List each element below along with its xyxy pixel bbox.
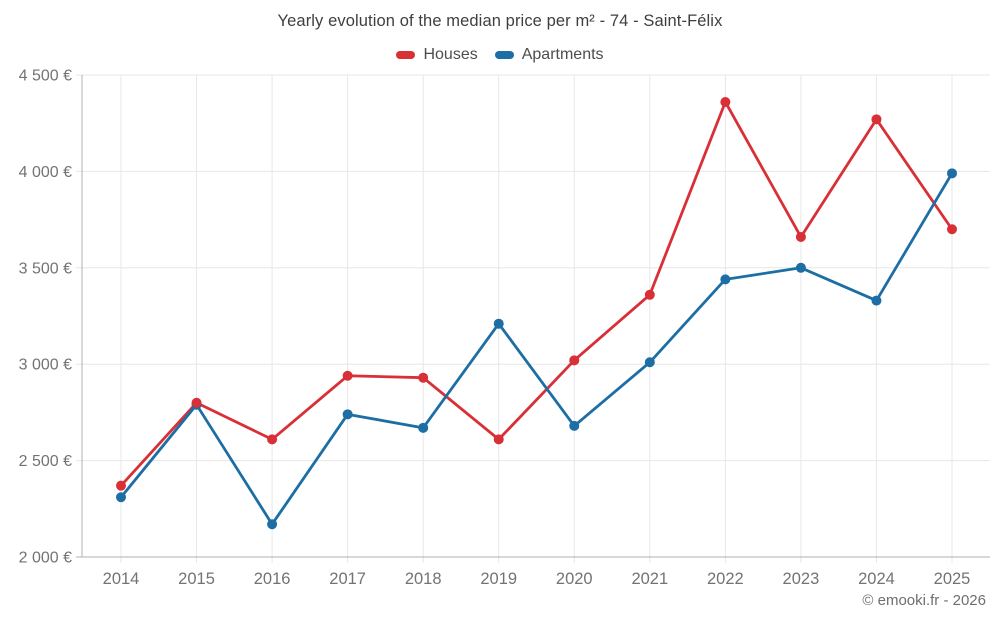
data-point-apartments-2025[interactable] <box>947 168 957 179</box>
x-tick-label-2018: 2018 <box>405 570 442 588</box>
data-point-apartments-2021[interactable] <box>644 357 655 368</box>
data-point-apartments-2016[interactable] <box>267 519 278 530</box>
x-tick-label-2021: 2021 <box>631 570 668 588</box>
data-point-apartments-2019[interactable] <box>493 318 504 329</box>
data-point-houses-2016[interactable] <box>267 434 278 445</box>
legend-swatch-apartments <box>494 51 514 59</box>
legend-label-apartments: Apartments <box>521 46 604 63</box>
x-tick-label-2017: 2017 <box>329 570 366 588</box>
data-point-apartments-2018[interactable] <box>418 422 429 433</box>
x-tick-label-2023: 2023 <box>783 570 820 588</box>
y-tick-label-4000: 4 000 € <box>19 164 72 181</box>
data-point-houses-2015[interactable] <box>191 397 202 408</box>
x-tick-label-2016: 2016 <box>254 570 291 588</box>
x-tick-label-2020: 2020 <box>556 570 593 588</box>
y-tick-label-2000: 2 000 € <box>19 550 72 567</box>
y-tick-label-4500: 4 500 € <box>19 68 72 85</box>
legend-item-apartments[interactable]: Apartments <box>494 46 604 64</box>
data-point-apartments-2024[interactable] <box>871 295 882 306</box>
legend-swatch-houses <box>396 51 416 59</box>
data-point-apartments-2017[interactable] <box>342 409 353 420</box>
data-point-houses-2017[interactable] <box>342 370 353 381</box>
legend-item-houses[interactable]: Houses <box>396 46 478 64</box>
data-point-houses-2025[interactable] <box>947 224 957 235</box>
data-point-apartments-2022[interactable] <box>720 274 731 285</box>
data-point-houses-2014[interactable] <box>116 480 126 491</box>
data-point-houses-2018[interactable] <box>418 372 429 383</box>
data-point-apartments-2020[interactable] <box>569 420 580 431</box>
y-tick-label-3500: 3 500 € <box>19 260 72 277</box>
x-tick-label-2019: 2019 <box>480 570 517 588</box>
chart-title: Yearly evolution of the median price per… <box>277 12 723 30</box>
x-tick-label-2014: 2014 <box>103 570 140 588</box>
y-tick-label-3000: 3 000 € <box>19 357 72 374</box>
data-point-houses-2019[interactable] <box>493 434 504 445</box>
x-tick-label-2025: 2025 <box>934 570 971 588</box>
data-point-houses-2022[interactable] <box>720 96 731 107</box>
chart-legend: Houses Apartments <box>0 46 1000 64</box>
series-line-houses <box>119 100 954 488</box>
x-tick-label-2024: 2024 <box>858 570 895 588</box>
data-point-houses-2020[interactable] <box>569 355 580 366</box>
x-tick-label-2015: 2015 <box>178 570 215 588</box>
data-point-houses-2021[interactable] <box>644 289 655 300</box>
series-line-apartments <box>119 171 954 526</box>
copyright: © emooki.fr - 2026 <box>862 592 986 609</box>
data-point-apartments-2014[interactable] <box>116 492 126 503</box>
legend-label-houses: Houses <box>423 46 478 63</box>
data-point-houses-2023[interactable] <box>795 231 806 242</box>
data-point-apartments-2023[interactable] <box>795 262 806 273</box>
data-point-houses-2024[interactable] <box>871 114 882 125</box>
x-tick-label-2022: 2022 <box>707 570 744 588</box>
y-tick-label-2500: 2 500 € <box>19 453 72 470</box>
